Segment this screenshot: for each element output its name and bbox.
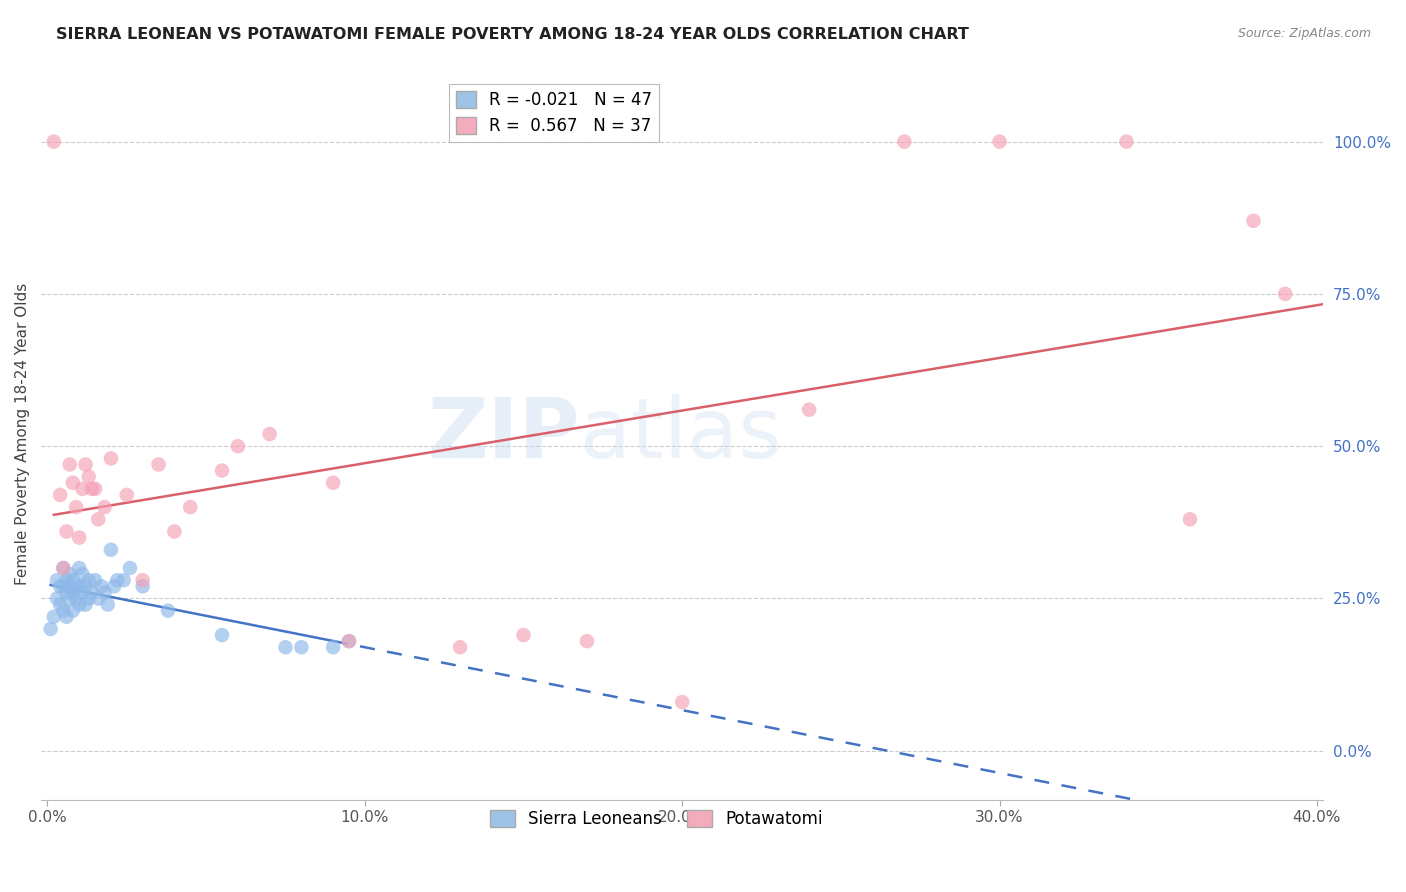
Point (100, 451, 122, 466)
Point (87, 591, 110, 606)
Point (1115, 135, 1137, 149)
Point (211, 628, 233, 642)
Point (80, 482, 103, 496)
Point (59, 591, 82, 606)
Point (62, 585, 84, 599)
Text: ZIP: ZIP (427, 393, 579, 475)
Point (893, 135, 915, 149)
Point (84, 573, 107, 587)
Point (84, 482, 107, 496)
Point (157, 604, 180, 618)
Point (67, 561, 90, 575)
Point (67, 531, 90, 545)
Point (72, 482, 94, 496)
Point (59, 458, 82, 472)
Point (988, 135, 1011, 149)
Point (75, 458, 97, 472)
Point (67, 579, 90, 593)
Point (62, 604, 84, 618)
Point (42, 135, 65, 149)
Point (77, 469, 100, 483)
Point (179, 500, 201, 515)
Point (72, 567, 94, 582)
Point (112, 573, 135, 587)
Point (49, 598, 72, 612)
Point (49, 579, 72, 593)
Point (77, 591, 100, 606)
Point (55, 609, 77, 624)
Point (118, 561, 141, 575)
Point (42, 609, 65, 624)
Point (211, 464, 233, 478)
Point (512, 628, 534, 642)
Point (97, 598, 120, 612)
Point (62, 573, 84, 587)
Point (72, 585, 94, 599)
Point (52, 604, 75, 618)
Point (87, 512, 110, 526)
Text: SIERRA LEONEAN VS POTAWATOMI FEMALE POVERTY AMONG 18-24 YEAR OLDS CORRELATION CH: SIERRA LEONEAN VS POTAWATOMI FEMALE POVE… (56, 27, 969, 42)
Point (1178, 512, 1201, 526)
Point (46, 591, 69, 606)
Point (59, 567, 82, 582)
Point (75, 579, 97, 593)
Point (55, 524, 77, 539)
Point (274, 640, 297, 655)
Point (163, 524, 186, 539)
Point (575, 634, 598, 648)
Point (1243, 214, 1265, 228)
Point (75, 598, 97, 612)
Point (80, 585, 103, 599)
Point (259, 427, 281, 442)
Point (52, 561, 75, 575)
Point (449, 640, 471, 655)
Point (337, 634, 360, 648)
Point (55, 573, 77, 587)
Point (100, 542, 122, 557)
Point (322, 475, 344, 490)
Point (671, 695, 693, 709)
Point (67, 598, 90, 612)
Point (65, 579, 87, 593)
Point (59, 579, 82, 593)
Point (797, 402, 820, 417)
Point (1274, 286, 1296, 301)
Point (52, 561, 75, 575)
Point (105, 573, 128, 587)
Point (322, 640, 344, 655)
Point (290, 640, 312, 655)
Legend: Sierra Leoneans, Potawatomi: Sierra Leoneans, Potawatomi (484, 804, 830, 835)
Point (90, 579, 112, 593)
Text: Source: ZipAtlas.com: Source: ZipAtlas.com (1237, 27, 1371, 40)
Point (131, 579, 153, 593)
Point (337, 634, 360, 648)
Point (55, 585, 77, 599)
Point (39, 622, 62, 636)
Point (65, 500, 87, 515)
Point (52, 579, 75, 593)
Point (46, 573, 69, 587)
Y-axis label: Female Poverty Among 18-24 Year Olds: Female Poverty Among 18-24 Year Olds (15, 283, 30, 585)
Point (62, 475, 84, 490)
Point (65, 591, 87, 606)
Point (148, 458, 170, 472)
Point (49, 488, 72, 502)
Text: atlas: atlas (579, 393, 782, 475)
Point (131, 573, 153, 587)
Point (93, 585, 115, 599)
Point (226, 439, 249, 453)
Point (77, 573, 100, 587)
Point (115, 488, 138, 502)
Point (93, 500, 115, 515)
Point (103, 579, 125, 593)
